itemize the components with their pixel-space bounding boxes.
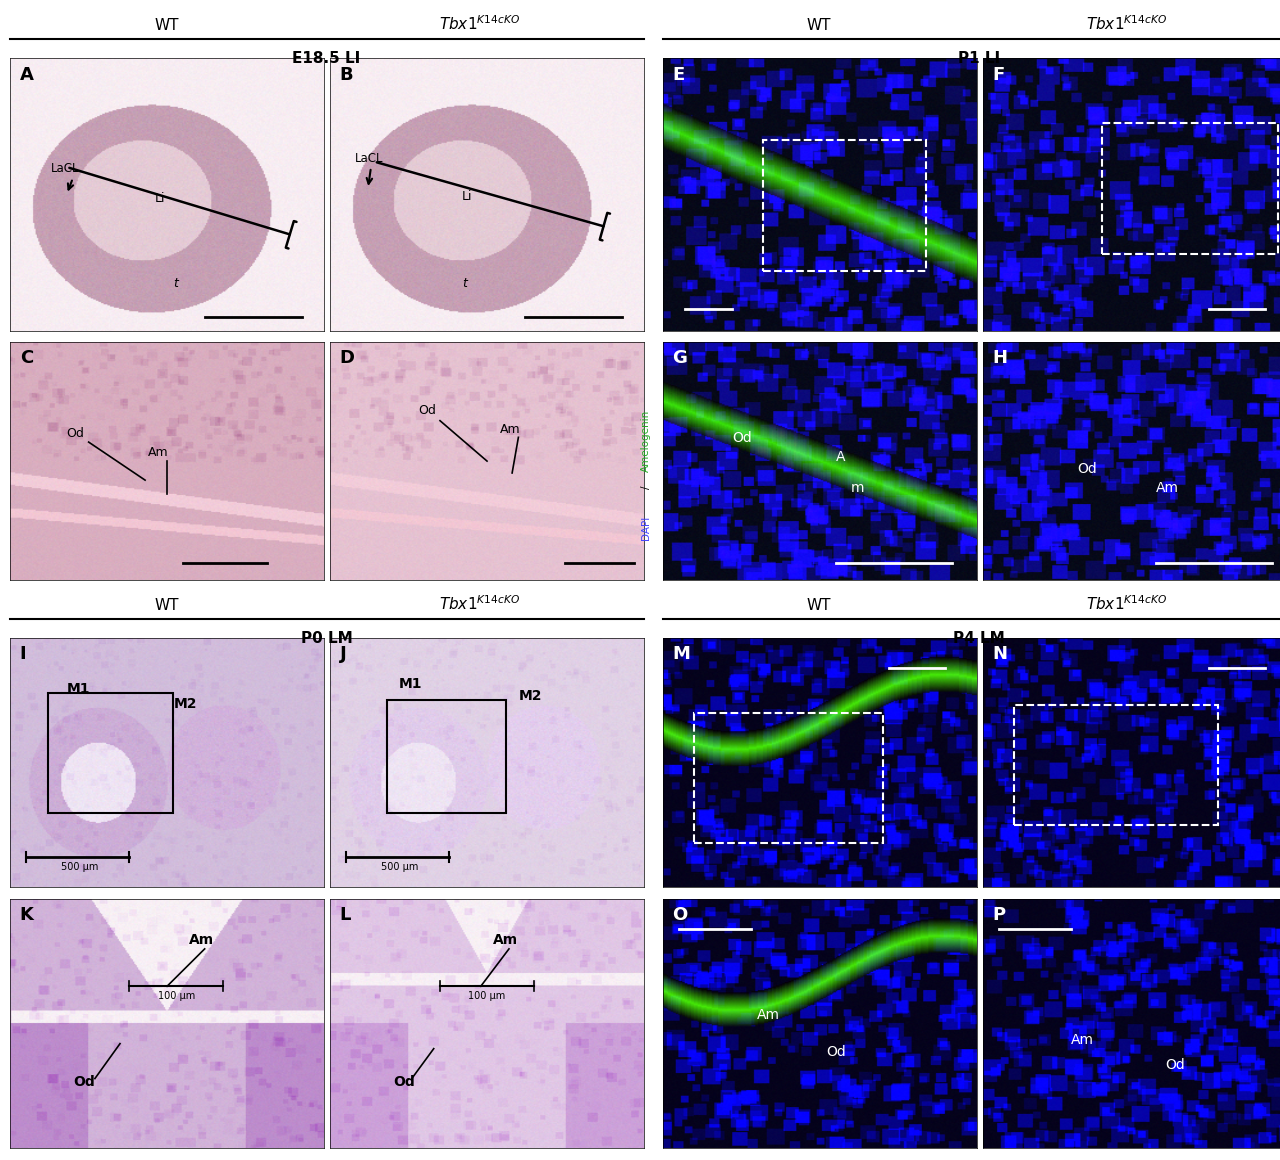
Text: WT: WT [806,19,832,34]
Text: Am: Am [499,422,520,435]
Text: A: A [19,66,33,85]
Bar [763,139,927,270]
Text: Li: Li [462,190,472,203]
Text: $\it{Tbx1}^{K14cKO}$: $\it{Tbx1}^{K14cKO}$ [439,594,521,614]
Text: N: N [992,645,1007,664]
Text: $\it{Tbx1}^{K14cKO}$: $\it{Tbx1}^{K14cKO}$ [1085,594,1167,614]
Text: J: J [339,645,347,664]
Text: I: I [19,645,27,664]
Bar [47,693,173,813]
Text: Od: Od [393,1075,415,1089]
Text: /: / [641,485,652,490]
Text: 500 μm: 500 μm [380,862,417,872]
Text: Am: Am [1156,481,1179,495]
Text: E: E [672,66,685,85]
Text: Od: Od [732,432,751,445]
Text: LaCL: LaCL [356,152,384,165]
Text: M2: M2 [518,689,541,703]
Text: M1: M1 [399,677,422,691]
Text: B: B [339,66,353,85]
Text: F: F [992,66,1005,85]
Text: Am: Am [148,447,169,459]
Text: Od: Od [419,404,436,416]
Bar [1102,123,1277,254]
Text: 500 μm: 500 μm [60,862,97,872]
Text: t: t [173,277,178,290]
Text: 100 μm: 100 μm [468,991,506,1001]
Text: LaCL: LaCL [51,162,79,175]
Text: DAPI: DAPI [641,516,652,539]
Text: Am: Am [493,933,518,947]
Text: C: C [19,349,33,368]
Text: m: m [851,481,865,495]
Text: Am: Am [1071,1032,1094,1046]
Text: WT: WT [154,599,179,614]
Text: G: G [672,349,687,368]
Text: P1 LI: P1 LI [959,51,1000,66]
Text: $\it{Tbx1}^{K14cKO}$: $\it{Tbx1}^{K14cKO}$ [1085,14,1167,34]
Text: P0 LM: P0 LM [301,631,352,646]
Text: Li: Li [155,193,165,205]
Text: H: H [992,349,1007,368]
Text: D: D [339,349,355,368]
Bar [387,701,506,813]
Text: M2: M2 [173,697,197,711]
Text: L: L [339,906,351,925]
Text: P4 LM: P4 LM [954,631,1005,646]
Text: Od: Od [826,1045,846,1059]
Text: Od: Od [67,427,84,441]
Text: Am: Am [758,1008,780,1022]
Text: K: K [19,906,33,925]
Text: P: P [992,906,1006,925]
Text: E18.5 LI: E18.5 LI [292,51,361,66]
Bar [694,712,883,842]
Text: Am: Am [189,933,214,947]
Text: WT: WT [154,19,179,34]
Text: M: M [672,645,690,664]
Bar [1014,705,1219,825]
Text: t: t [462,277,467,290]
Text: $\it{Tbx1}^{K14cKO}$: $\it{Tbx1}^{K14cKO}$ [439,14,521,34]
Text: Od: Od [73,1075,95,1089]
Text: 100 μm: 100 μm [157,991,195,1001]
Text: A: A [836,450,845,464]
Text: O: O [672,906,687,925]
Text: Amelogenin: Amelogenin [641,409,652,472]
Text: WT: WT [806,599,832,614]
Text: M1: M1 [67,682,90,696]
Text: Od: Od [1165,1058,1185,1072]
Text: Od: Od [1076,462,1097,476]
